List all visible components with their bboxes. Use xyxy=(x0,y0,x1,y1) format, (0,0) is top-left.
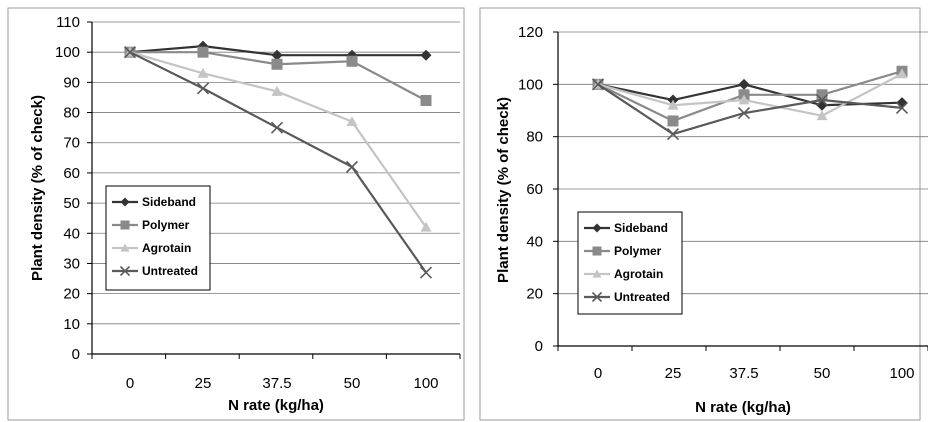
data-point-polymer xyxy=(197,46,209,58)
data-point-agrotain xyxy=(816,110,828,121)
y-axis-title: Plant density (% of check) xyxy=(495,97,512,283)
legend-marker-sideband xyxy=(592,223,602,233)
legend-label-agrotain: Agrotain xyxy=(614,267,663,281)
data-point-polymer xyxy=(271,58,283,70)
y-tick-label: 50 xyxy=(63,195,80,212)
y-tick-label: 70 xyxy=(63,135,80,152)
data-point-untreated xyxy=(123,46,137,59)
data-point-agrotain xyxy=(667,99,679,110)
line-chart-right: 0 20 40 60 80 100 120 0 25 37.5 50 100 N rate (kg/ha… xyxy=(479,7,928,421)
data-point-untreated xyxy=(196,82,210,95)
y-tick-label: 80 xyxy=(63,105,80,122)
data-point-untreated xyxy=(666,127,680,141)
y-tick-label: 80 xyxy=(526,129,543,146)
legend-marker-sideband xyxy=(120,197,130,207)
legend-label-sideband: Sideband xyxy=(142,195,196,209)
x-tick-label: 0 xyxy=(126,375,134,392)
legend-marker-untreated xyxy=(591,291,603,303)
legend-label-polymer: Polymer xyxy=(614,244,662,258)
x-tick-label: 37.5 xyxy=(262,375,291,392)
data-point-polymer xyxy=(667,115,679,127)
y-tick-label: 10 xyxy=(63,316,80,333)
data-point-untreated xyxy=(737,107,751,120)
y-tick-label: 90 xyxy=(63,74,80,91)
y-axis-title: Plant density (% of check) xyxy=(29,95,46,281)
legend-marker-untreated xyxy=(119,265,131,277)
legend-marker-polymer xyxy=(120,220,130,230)
legend-marker-agrotain xyxy=(120,243,130,252)
x-tick-label: 100 xyxy=(889,365,914,382)
data-point-untreated xyxy=(895,101,909,114)
data-point-sideband xyxy=(420,49,432,61)
y-tick-label: 20 xyxy=(63,286,80,303)
legend-label-polymer: Polymer xyxy=(142,218,190,232)
y-tick-label: 110 xyxy=(56,14,80,31)
legend: Sideband Polymer Agrotain Untreated xyxy=(577,211,683,315)
y-tick-label: 40 xyxy=(526,233,543,250)
x-axis-title: N rate (kg/ha) xyxy=(228,397,324,414)
x-tick-label: 100 xyxy=(413,375,438,392)
data-point-agrotain xyxy=(738,94,750,105)
y-tick-label: 60 xyxy=(63,165,80,182)
data-point-untreated xyxy=(270,121,284,134)
legend-marker-polymer xyxy=(592,246,602,256)
data-point-untreated xyxy=(591,78,605,91)
chart-frame xyxy=(7,7,465,421)
data-point-polymer xyxy=(346,55,358,67)
legend-label-untreated: Untreated xyxy=(614,290,670,304)
chart-panel-right: 0 20 40 60 80 100 120 0 25 37.5 50 100 N rate (kg/ha… xyxy=(472,0,928,422)
legend-label-untreated: Untreated xyxy=(142,264,198,278)
data-point-agrotain xyxy=(197,67,209,78)
y-tick-label: 30 xyxy=(63,255,80,272)
legend: Sideband Polymer Agrotain Untreated xyxy=(105,185,211,291)
legend-marker-agrotain xyxy=(592,269,602,278)
y-tick-label: 40 xyxy=(63,225,80,242)
line-chart-left: 0 10 20 30 40 50 60 70 80 90 100 110 0 25 37.5 50 100 N r… xyxy=(7,7,465,421)
data-point-agrotain xyxy=(271,85,283,96)
data-point-agrotain xyxy=(346,116,358,126)
y-tick-label: 100 xyxy=(518,76,543,93)
x-tick-label: 37.5 xyxy=(729,365,758,382)
y-tick-label: 100 xyxy=(55,44,80,61)
x-tick-label: 25 xyxy=(665,365,682,382)
x-axis-title: N rate (kg/ha) xyxy=(695,399,791,416)
chart-frame xyxy=(479,7,921,421)
x-tick-label: 50 xyxy=(344,375,361,392)
y-tick-label: 60 xyxy=(526,181,543,198)
data-point-untreated xyxy=(815,93,829,107)
y-tick-label: 120 xyxy=(518,24,543,41)
x-tick-label: 0 xyxy=(594,365,602,382)
data-point-untreated xyxy=(419,266,433,279)
x-tick-label: 25 xyxy=(195,375,212,392)
legend-label-agrotain: Agrotain xyxy=(142,241,191,255)
data-point-agrotain xyxy=(420,221,432,232)
y-tick-label: 0 xyxy=(535,338,543,355)
chart-panel-left: 0 10 20 30 40 50 60 70 80 90 100 110 0 25 37.5 50 100 N r… xyxy=(7,7,465,421)
legend-label-sideband: Sideband xyxy=(614,221,668,235)
data-point-sideband xyxy=(271,49,283,61)
data-point-polymer xyxy=(816,89,828,101)
y-tick-label: 0 xyxy=(72,346,80,363)
y-tick-label: 20 xyxy=(526,286,543,303)
x-tick-label: 50 xyxy=(814,365,831,382)
data-point-polymer xyxy=(420,94,432,106)
data-point-untreated xyxy=(345,160,359,173)
data-point-sideband xyxy=(738,78,750,90)
data-point-agrotain xyxy=(896,68,908,79)
